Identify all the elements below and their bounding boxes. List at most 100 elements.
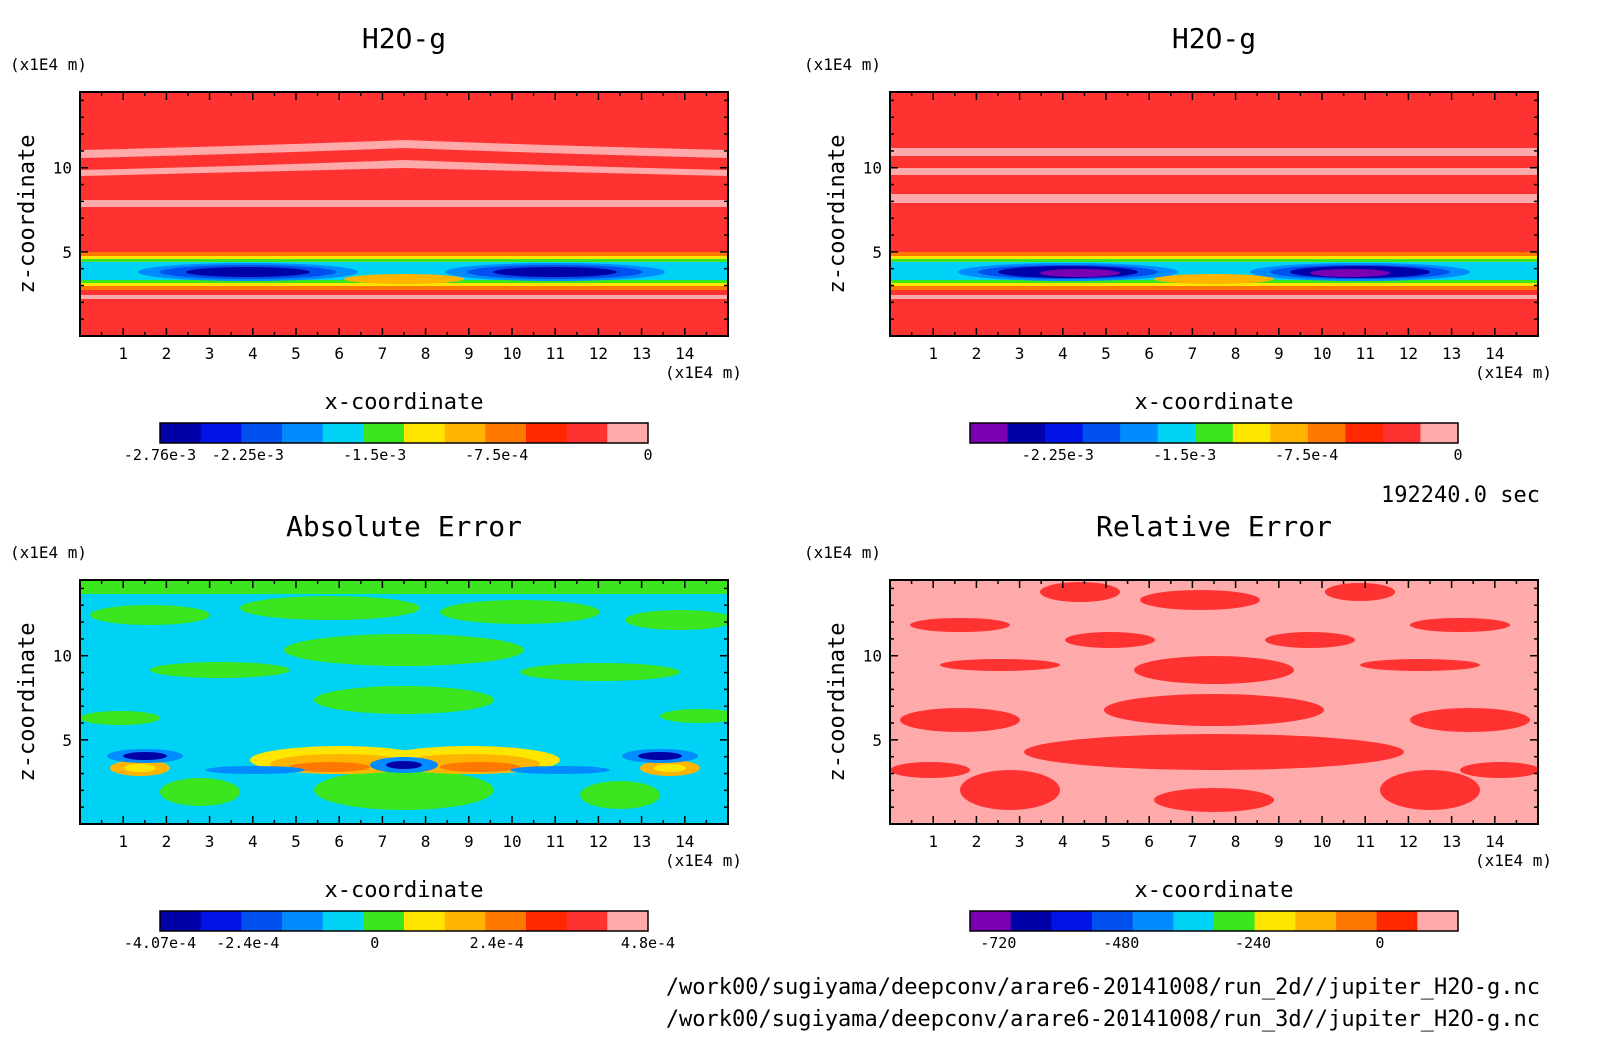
colorbar-swatch: [1417, 911, 1459, 931]
colorbar-swatch: [566, 423, 608, 443]
x-tick-label: 7: [378, 344, 388, 363]
colorbar-swatch: [444, 911, 486, 931]
colorbar-swatch: [1173, 911, 1215, 931]
y-tick-label: 10: [53, 159, 72, 178]
x-tick-label: 14: [1485, 344, 1504, 363]
x-tick-label: 1: [118, 344, 128, 363]
colorbar-swatch: [1157, 423, 1196, 443]
x-tick-label: 2: [972, 344, 982, 363]
footer-line-2: /work00/sugiyama/deepconv/arare6-2014100…: [666, 1007, 1540, 1032]
colorbar-label: -2.25e-3: [1022, 446, 1094, 464]
colorbar-swatch: [1214, 911, 1256, 931]
colorbar-swatch: [1295, 911, 1337, 931]
x-tick-label: 7: [378, 832, 388, 851]
x-tick-label: 9: [464, 344, 474, 363]
y-axis-title: z-coordinate: [825, 135, 850, 294]
x-tick-label: 5: [291, 832, 301, 851]
x-tick-label: 8: [1231, 344, 1241, 363]
colorbar-label: -720: [980, 934, 1016, 952]
x-tick-label: 5: [1101, 344, 1111, 363]
y-unit-label: (x1E4 m): [10, 55, 87, 74]
colorbar-label: 0: [370, 934, 379, 952]
x-tick-label: 2: [162, 832, 172, 851]
x-tick-label: 10: [502, 832, 521, 851]
x-tick-label: 6: [1144, 344, 1154, 363]
x-tick-label: 13: [1442, 344, 1461, 363]
y-tick-label: 5: [62, 243, 72, 262]
colorbar: -720 -480 -240 0: [969, 910, 1459, 952]
x-unit-label: (x1E4 m): [1475, 851, 1552, 870]
colorbar-swatch: [322, 911, 364, 931]
x-tick-label: 5: [1101, 832, 1111, 851]
x-tick-label: 11: [546, 344, 565, 363]
x-axis-title: x-coordinate: [1135, 878, 1294, 903]
y-tick-label: 10: [53, 647, 72, 666]
x-tick-label: 11: [1356, 832, 1375, 851]
x-unit-label: (x1E4 m): [665, 363, 742, 382]
x-tick-label: 4: [248, 832, 258, 851]
colorbar-swatch: [1232, 423, 1271, 443]
colorbar-label: -1.5e-3: [343, 446, 406, 464]
colorbar-swatch: [526, 911, 568, 931]
colorbar-swatch: [404, 423, 446, 443]
panel-relative-error: Relative Error (x1E4 m) (x1E4 m): [804, 510, 1552, 903]
colorbar-label: -480: [1103, 934, 1139, 952]
colorbar-swatch: [1336, 911, 1378, 931]
x-tick-label: 13: [632, 344, 651, 363]
x-tick-label: 14: [675, 832, 694, 851]
x-tick-label: 14: [1485, 832, 1504, 851]
panel-title: H2O-g: [1172, 22, 1256, 55]
colorbar-swatch: [1007, 423, 1046, 443]
colorbar-swatch: [200, 911, 242, 931]
y-unit-label: (x1E4 m): [10, 543, 87, 562]
x-tick-label: 10: [1312, 344, 1331, 363]
colorbar-label: 0: [1375, 934, 1384, 952]
y-tick-label: 5: [872, 243, 882, 262]
x-tick-label: 11: [1356, 344, 1375, 363]
contour-field: [80, 580, 728, 824]
y-tick-label: 10: [863, 647, 882, 666]
x-tick-label: 14: [675, 344, 694, 363]
x-tick-label: 9: [1274, 344, 1284, 363]
x-tick-label: 8: [421, 344, 431, 363]
y-axis-title: z-coordinate: [15, 135, 40, 294]
colorbar-label: -2.76e-3: [124, 446, 196, 464]
x-tick-label: 12: [589, 832, 608, 851]
x-tick-label: 7: [1188, 832, 1198, 851]
colorbar-label: -2.4e-4: [216, 934, 279, 952]
colorbar-swatch: [566, 911, 608, 931]
y-unit-label: (x1E4 m): [804, 543, 881, 562]
colorbar-swatch: [1195, 423, 1234, 443]
y-unit-label: (x1E4 m): [804, 55, 881, 74]
colorbars: -2.76e-3 -2.25e-3 -1.5e-3 -7.5e-4 0 -2.25e-3-…: [124, 422, 1463, 952]
y-tick-label: 10: [863, 159, 882, 178]
x-tick-label: 2: [972, 832, 982, 851]
x-unit-label: (x1E4 m): [1475, 363, 1552, 382]
x-tick-label: 13: [1442, 832, 1461, 851]
contour-field: [80, 92, 728, 336]
colorbar-swatch: [970, 423, 1009, 443]
colorbar-swatch: [1420, 423, 1459, 443]
x-tick-label: 12: [1399, 344, 1418, 363]
colorbar-label: 4.8e-4: [621, 934, 675, 952]
x-tick-label: 9: [1274, 832, 1284, 851]
x-tick-label: 4: [1058, 344, 1068, 363]
panel-h2o-g-right: H2O-g (x1E4 m) (x1E4 m) x-coordinate z-c…: [804, 22, 1552, 415]
x-tick-label: 6: [1144, 832, 1154, 851]
colorbar-label: -240: [1235, 934, 1271, 952]
contour-field: [890, 580, 1538, 824]
colorbar-swatch: [200, 423, 242, 443]
colorbar: -2.25e-3 -1.5e-3 -7.5e-4 0: [969, 422, 1463, 464]
x-tick-label: 3: [205, 344, 215, 363]
panel-title: H2O-g: [362, 22, 446, 55]
colorbar-label: -7.5e-4: [1275, 446, 1338, 464]
x-tick-label: 1: [118, 832, 128, 851]
colorbar-swatch: [241, 911, 283, 931]
contour-field: [890, 92, 1538, 336]
panel-h2o-g-left: H2O-g (x1E4 m) (x1E4 m) x-coordinate z-c…: [10, 22, 742, 415]
